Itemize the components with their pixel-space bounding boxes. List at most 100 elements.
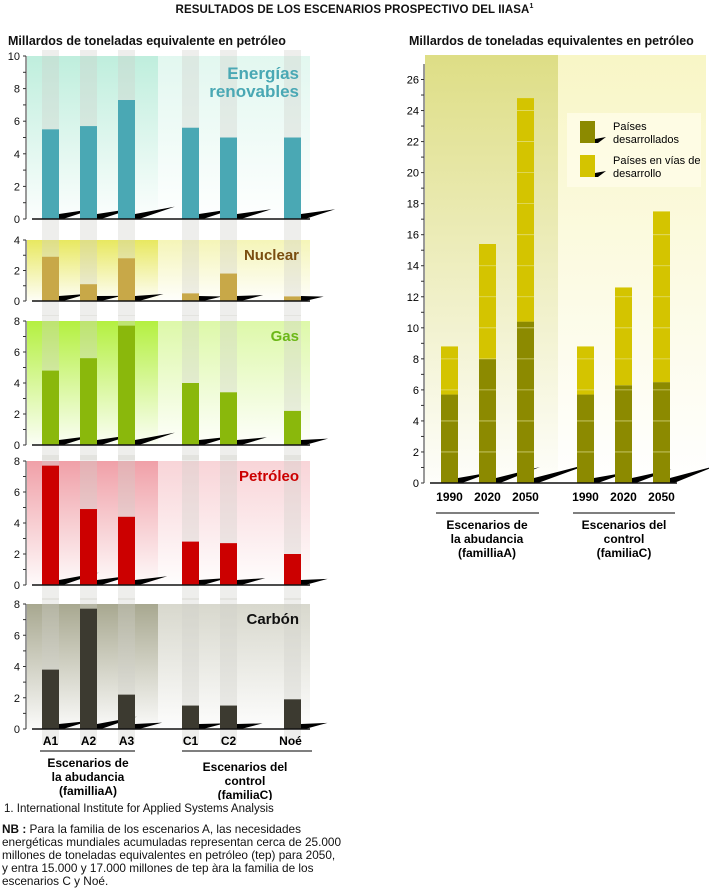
y-tick-label: 0 xyxy=(413,478,419,490)
legend-label: Países xyxy=(613,121,647,133)
bar-shadow xyxy=(135,432,175,445)
category-label: 2020 xyxy=(610,490,637,504)
y-tick-label: 6 xyxy=(14,116,20,128)
y-tick-label: 8 xyxy=(14,456,20,468)
bar-shadow xyxy=(670,467,709,483)
bar-2020-en-desarrollo xyxy=(615,287,632,386)
right-chart: 02468101214161820222426Paísesdesarrollad… xyxy=(407,55,709,560)
footnote: 1. International Institute for Applied S… xyxy=(4,803,274,815)
bar-2020-en-desarrollo xyxy=(479,244,496,359)
y-tick-label: 2 xyxy=(14,266,20,278)
panel-title: Petróleo xyxy=(239,468,299,485)
legend-swatch xyxy=(580,155,595,177)
footnote-mark: 1 xyxy=(529,3,534,10)
bar-shadow xyxy=(237,578,266,585)
bar-A1 xyxy=(42,256,59,301)
group-c-label: (familiaC) xyxy=(218,788,273,800)
bar-A3 xyxy=(118,258,135,301)
y-tick-label: 10 xyxy=(407,323,419,335)
y-tick-label: 0 xyxy=(14,580,20,592)
bar-1990-desarrollados xyxy=(441,394,458,483)
bar-shadow xyxy=(301,296,324,301)
panel-gas: 0 2 4 6 8 Gas xyxy=(14,315,329,460)
bar-1990-en-desarrollo xyxy=(441,346,458,395)
bar-C2 xyxy=(220,392,237,445)
bar-C2 xyxy=(220,543,237,585)
panel-nuclear: 0 2 4 Nuclear xyxy=(14,234,324,316)
panel-title: Carbón xyxy=(247,611,300,628)
bar-shadow xyxy=(199,296,223,301)
group-c-label: (familiaC) xyxy=(597,546,652,560)
bar-Noé xyxy=(284,554,301,585)
bar-A1 xyxy=(42,129,59,219)
category-label: A3 xyxy=(119,734,135,748)
bar-Noé xyxy=(284,699,301,729)
bar-shadow xyxy=(199,723,225,729)
bar-A2 xyxy=(80,358,97,445)
y-tick-label: 6 xyxy=(413,385,419,397)
y-tick-label: 8 xyxy=(14,599,20,611)
legend-label: desarrollo xyxy=(613,168,661,180)
category-label: 1990 xyxy=(572,490,599,504)
bar-C1 xyxy=(182,293,199,301)
category-label: 1990 xyxy=(436,490,463,504)
legend-label: Países en vías de xyxy=(613,155,700,167)
category-label: C2 xyxy=(221,734,237,748)
y-tick-label: 4 xyxy=(14,235,20,247)
column-track xyxy=(284,234,301,316)
bar-2050-desarrollados xyxy=(653,382,670,483)
legend-label: desarrollados xyxy=(613,134,680,146)
title-text: RESULTADOS DE LOS ESCENARIOS PROSPECTIVO… xyxy=(175,3,530,16)
nb-note: NB : Para la familia de los escenarios A… xyxy=(2,823,342,888)
y-tick-label: 24 xyxy=(407,106,419,118)
bar-C2 xyxy=(220,137,237,219)
bar-A2 xyxy=(80,509,97,585)
y-tick-label: 6 xyxy=(14,347,20,359)
bar-A2 xyxy=(80,284,97,301)
bar-shadow xyxy=(237,295,264,301)
bar-shadow xyxy=(135,294,164,301)
group-c-label: Escenarios del xyxy=(582,518,667,532)
panel-title: Gas xyxy=(271,328,299,345)
bar-2020-desarrollados xyxy=(615,385,632,483)
y-tick-label: 10 xyxy=(8,51,20,63)
bar-A3 xyxy=(118,325,135,445)
bar-1990-desarrollados xyxy=(577,394,594,483)
bar-shadow xyxy=(301,722,328,729)
y-tick-label: 22 xyxy=(407,137,419,149)
category-label: 2050 xyxy=(648,490,675,504)
panel-title: Nuclear xyxy=(244,247,299,264)
bar-A1 xyxy=(42,465,59,585)
group-c-label: control xyxy=(604,532,645,546)
y-tick-label: 2 xyxy=(14,549,20,561)
bar-A1 xyxy=(42,370,59,445)
page-title: RESULTADOS DE LOS ESCENARIOS PROSPECTIVO… xyxy=(0,3,709,16)
panel-title: Energías xyxy=(227,64,299,83)
y-tick-label: 4 xyxy=(14,662,20,674)
bar-shadow xyxy=(97,295,122,301)
nb-text: Para la familia de los escenarios A, las… xyxy=(2,822,342,888)
y-tick-label: 2 xyxy=(14,693,20,705)
bar-shadow xyxy=(301,438,329,445)
y-tick-label: 2 xyxy=(14,181,20,193)
bar-A1 xyxy=(42,669,59,729)
bar-C2 xyxy=(220,273,237,301)
group-a-label: (familliaA) xyxy=(59,784,117,798)
bar-C1 xyxy=(182,383,199,445)
category-label: 2050 xyxy=(512,490,539,504)
group-a-label: la abudancia xyxy=(451,532,524,546)
category-label: A2 xyxy=(81,734,97,748)
bar-C1 xyxy=(182,705,199,729)
group-a-label: Escenarios de xyxy=(446,518,528,532)
y-tick-label: 0 xyxy=(14,296,20,308)
y-tick-label: 26 xyxy=(407,75,419,87)
category-label: 2020 xyxy=(474,490,501,504)
y-tick-label: 14 xyxy=(407,261,419,273)
bar-Noé xyxy=(284,296,301,301)
bar-shadow xyxy=(301,578,328,585)
bar-2050-desarrollados xyxy=(517,321,534,483)
y-tick-label: 0 xyxy=(14,214,20,226)
bar-Noé xyxy=(284,137,301,219)
group-c-label: Escenarios del xyxy=(203,760,288,774)
